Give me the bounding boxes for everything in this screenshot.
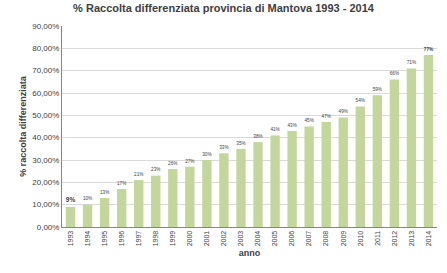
- svg-text:0,00%: 0,00%: [37, 223, 60, 232]
- svg-text:45%: 45%: [304, 118, 313, 123]
- svg-text:77%: 77%: [424, 47, 434, 52]
- svg-text:10%: 10%: [83, 196, 92, 201]
- svg-text:59%: 59%: [373, 87, 382, 92]
- svg-text:71%: 71%: [407, 60, 416, 65]
- svg-text:% raccolta differenziata: % raccolta differenziata: [18, 75, 28, 177]
- svg-text:1993: 1993: [67, 231, 74, 247]
- svg-text:23%: 23%: [151, 167, 160, 172]
- svg-text:2013: 2013: [408, 231, 415, 247]
- svg-text:10,00%: 10,00%: [32, 200, 59, 209]
- svg-text:1995: 1995: [101, 231, 108, 247]
- svg-text:2008: 2008: [322, 231, 329, 247]
- svg-text:% Raccolta differenziata provi: % Raccolta differenziata provincia di Ma…: [73, 2, 375, 14]
- svg-text:2007: 2007: [305, 231, 312, 247]
- svg-text:2001: 2001: [203, 231, 210, 247]
- svg-text:50,00%: 50,00%: [32, 111, 59, 120]
- svg-text:2006: 2006: [288, 231, 295, 247]
- svg-text:2010: 2010: [357, 231, 364, 247]
- svg-text:30%: 30%: [202, 152, 211, 157]
- svg-text:2000: 2000: [186, 231, 193, 247]
- svg-text:2004: 2004: [254, 231, 261, 247]
- svg-text:35%: 35%: [236, 141, 245, 146]
- svg-text:80,00%: 80,00%: [32, 44, 59, 53]
- svg-text:2009: 2009: [340, 231, 347, 247]
- svg-text:1999: 1999: [169, 231, 176, 247]
- svg-text:66%: 66%: [390, 71, 399, 76]
- svg-text:43%: 43%: [287, 123, 296, 128]
- svg-text:2014: 2014: [425, 231, 432, 247]
- svg-text:2005: 2005: [271, 231, 278, 247]
- svg-text:17%: 17%: [117, 181, 126, 186]
- svg-text:40,00%: 40,00%: [32, 133, 59, 142]
- svg-text:30,00%: 30,00%: [32, 156, 59, 165]
- svg-text:anno: anno: [239, 248, 261, 258]
- svg-text:60,00%: 60,00%: [32, 89, 59, 98]
- svg-text:33%: 33%: [219, 145, 228, 150]
- svg-text:47%: 47%: [322, 114, 331, 119]
- svg-text:1994: 1994: [84, 231, 91, 247]
- svg-text:2012: 2012: [391, 231, 398, 247]
- svg-text:20,00%: 20,00%: [32, 178, 59, 187]
- svg-text:54%: 54%: [356, 98, 365, 103]
- svg-text:70,00%: 70,00%: [32, 66, 59, 75]
- svg-text:90,00%: 90,00%: [32, 22, 59, 31]
- svg-text:9%: 9%: [66, 196, 76, 203]
- svg-text:27%: 27%: [185, 159, 194, 164]
- svg-text:49%: 49%: [339, 109, 348, 114]
- svg-text:2003: 2003: [237, 231, 244, 247]
- svg-text:38%: 38%: [253, 134, 262, 139]
- svg-text:2011: 2011: [374, 231, 381, 246]
- svg-text:1996: 1996: [118, 231, 125, 247]
- svg-text:13%: 13%: [100, 190, 109, 195]
- svg-text:1998: 1998: [152, 231, 159, 247]
- svg-text:21%: 21%: [134, 172, 143, 177]
- svg-text:26%: 26%: [168, 161, 177, 166]
- svg-text:1997: 1997: [135, 231, 142, 247]
- svg-text:2002: 2002: [220, 231, 227, 247]
- svg-text:41%: 41%: [270, 127, 279, 132]
